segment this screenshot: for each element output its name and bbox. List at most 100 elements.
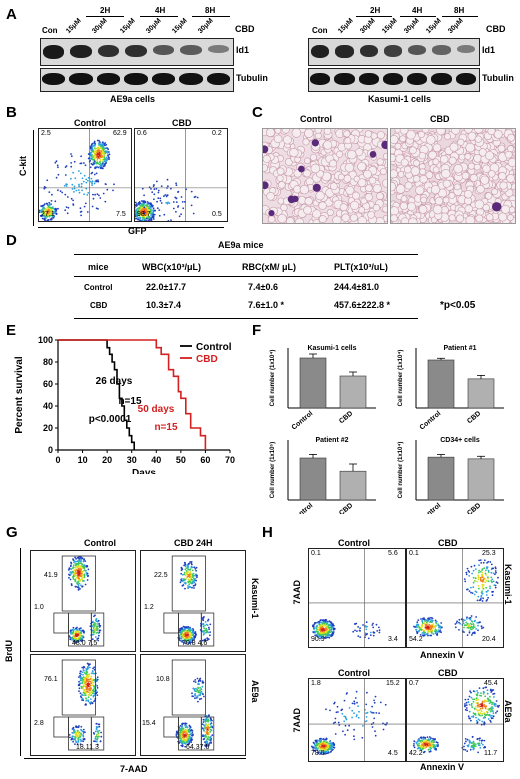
fbar-title-2: Patient #1 [443,345,476,352]
blot-right-tubulin-band-7 [455,73,476,85]
flow-h-ab-ur: 45.4 [484,680,498,687]
panel-g-label: G [6,524,18,541]
fbar-cat-2-2: CBD [466,410,482,425]
flow-h-kc-ur: 5.6 [388,550,398,557]
flow-h-ac-ur: 15.2 [386,680,400,687]
flow-g-ac-left: 2.8 [34,720,44,727]
flow-h-ab-lr: 11.7 [484,750,498,757]
table-d-header-rbc: RBC(xM/ μL) [242,262,296,272]
flow-g-ac-bottom: 18.11.3 [76,744,99,751]
flow-h-kc-ll: 90.9 [311,636,325,643]
panel-h-label: H [262,524,273,541]
flow-h-ac-lr: 4.5 [388,750,398,757]
blot-left-tubulin-band-4 [124,73,148,85]
flow-b-cbd-plot [134,128,228,222]
blot-left-time-4h: 4H [155,6,166,15]
flow-h-kb-ll: 54.2 [409,636,423,643]
table-d-row1-mice: Control [84,283,113,292]
survival-ytick: 40 [43,401,53,411]
flow-b-cbd-ul: 0.6 [137,130,147,137]
flow-g-ab-bottom: 64.37.5 [186,744,210,751]
panel-d-label: D [6,232,17,249]
flow-b-xlabel: GFP [128,226,147,236]
blot-left-id1-band-2 [70,45,92,59]
panel-c-label: C [252,104,263,121]
table-d-row1-plt: 244.4±81.0 [334,282,379,292]
flow-h-kb-ur: 25.3 [482,550,496,557]
flow-h-col1-top: Control [338,538,370,548]
blot-right-id1-label: Id1 [482,45,496,55]
flow-h-xlabel-top: Annexin V [420,650,465,660]
blot-left-caption: AE9a cells [110,94,156,104]
blot-right-tubulin-band-4 [382,73,404,85]
flow-b-control-plot [38,128,132,222]
blot-right-tubulin-label: Tubulin [482,73,514,83]
survival-xtick: 60 [200,455,210,465]
blot-left-dose-3: 15μM [119,17,137,35]
blot-left-tubulin-band-2 [69,73,93,85]
flow-g-row2: AE9a [250,680,260,703]
blot-left-id1-band-1 [43,45,65,59]
survival-chart: 0 20 40 60 80 100 0 10 20 30 40 50 60 70 Percent survi… [14,335,235,474]
flow-h-ylabel-bottom: 7AAD [292,708,302,733]
blot-left-tubulin-label: Tubulin [236,73,268,83]
blot-left-id1-band-7 [207,45,229,54]
fbar-cat-3-2: CBD [338,502,354,514]
blot-left-time-2h: 2H [100,6,111,15]
table-d-row2-mice: CBD [90,301,108,310]
blot-left-id1-label: Id1 [236,45,250,55]
blot-right-con: Con [312,26,328,35]
survival-xtick: 10 [78,455,88,465]
blot-left-con: Con [42,26,58,35]
blot-left-tubulin-band-3 [96,73,121,85]
blot-right-dose-5: 15μM [425,17,443,35]
flow-h-xlabel-bottom: Annexin V [420,762,465,772]
fbar-cat-4-2: CBD [466,502,482,514]
flow-g-col1: Control [84,538,116,548]
flow-g-ac-top: 76.1 [44,676,58,683]
blot-left-tubulin-band-7 [206,73,230,85]
blot-right-id1-band-3 [359,45,378,58]
fbar-2-control [427,359,455,409]
flow-b-cbd-title: CBD [172,118,192,128]
blot-right-dose-3: 15μM [381,17,399,35]
fbar-title-3: Patient #2 [315,437,348,444]
survival-xtick: 30 [127,455,137,465]
survival-annotation-2: n=15 [118,396,142,407]
flow-g-kb-left: 1.2 [144,604,154,611]
blot-right-id1-band-4 [383,45,403,57]
flow-h-kasumi-cbd [406,548,504,648]
blot-right-id1-band-7 [456,45,475,54]
flow-b-control-lr: 7.5 [116,211,126,218]
survival-line-cbd [58,339,207,450]
flow-g-ae9a-control [30,654,136,756]
blot-left-tubulin-band-5 [151,73,176,85]
flow-g-col2: CBD 24H [174,538,213,548]
blot-right-id1-band-1 [311,45,330,59]
survival-ytick: 100 [38,335,53,345]
blot-right-tubulin-band-1 [310,73,331,85]
table-d-title: AE9a mice [218,240,264,250]
survival-annotation-4: 50 days [138,404,175,415]
blot-left-dose-6: 30μM [197,17,215,35]
blot-left-dose-1: 15μM [65,17,83,35]
survival-xtick: 0 [55,455,60,465]
panel-a-label: A [6,6,17,23]
blot-right-cbd: CBD [486,24,506,34]
blot-right-tubulin-band-2 [334,73,355,85]
flow-h-col2-top: CBD [438,538,458,548]
flow-h-ac-ul: 1.8 [311,680,321,687]
flow-h-ylabel-top: 7AAD [292,580,302,605]
flow-b-y-arrow [33,130,34,226]
flow-g-kb-top: 22.5 [154,572,168,579]
blot-left-tubulin-band-6 [179,73,203,85]
table-d-row1-wbc: 22.0±17.7 [146,282,186,292]
blot-right-caption: Kasumi-1 cells [368,94,432,104]
survival-xtick: 40 [151,455,161,465]
survival-xtick: 70 [225,455,235,465]
survival-ytick: 80 [43,357,53,367]
blot-right-time-2h: 2H [370,6,381,15]
blot-left-dose-4: 30μM [145,17,163,35]
fbar-ylabel-1: Cell number (1x10⁴) [270,350,276,407]
blot-right-dose-2: 30μM [359,17,377,35]
